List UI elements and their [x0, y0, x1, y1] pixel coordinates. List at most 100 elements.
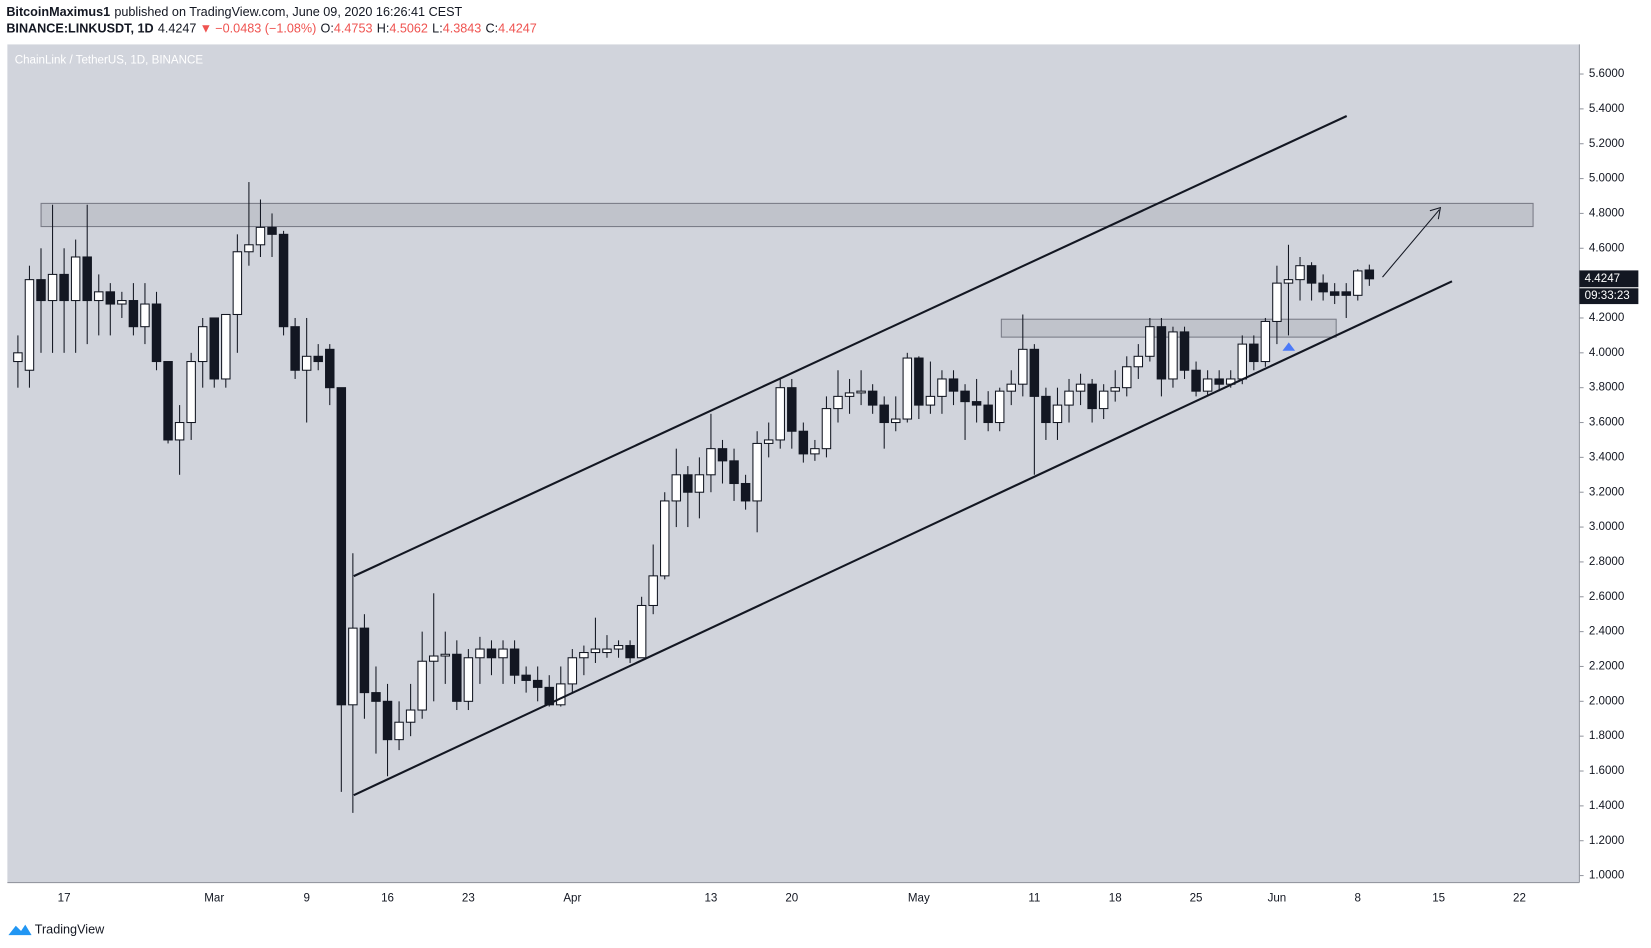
candle-body-down: [1191, 369, 1201, 392]
candle-body-up: [636, 604, 647, 659]
change: −0.0483 (−1.08%): [215, 22, 316, 36]
candle-body-up: [428, 655, 439, 662]
candle-body-up: [1075, 383, 1086, 392]
y-tick-label: 1.2000: [1589, 835, 1624, 847]
y-tick-label: 3.0000: [1589, 521, 1624, 533]
candle-body-down: [82, 256, 92, 302]
candle-body-up: [405, 709, 416, 723]
candle-body-up: [994, 390, 1005, 424]
candle-body-up: [590, 648, 601, 654]
y-tick-label: 3.6000: [1589, 417, 1624, 429]
x-tick-label: 17: [58, 892, 71, 904]
candle-body-up: [463, 657, 474, 702]
y-tick-label: 5.4000: [1589, 103, 1624, 115]
candle-body-down: [267, 226, 277, 235]
candle-body-up: [140, 303, 150, 328]
last-price: 4.4247: [158, 22, 197, 36]
candle-body-down: [486, 648, 497, 659]
y-tick-label: 4.0000: [1589, 347, 1624, 359]
candle-body-up: [925, 395, 936, 406]
last-price-label: 4.4247: [1585, 273, 1620, 285]
x-tick-label: 9: [303, 892, 309, 904]
candle-body-up: [1237, 343, 1248, 380]
close-value: 4.4247: [498, 22, 537, 36]
header-line-2: BINANCE:LINKUSDT, 1D 4.4247 ▼ −0.0483 (−1.0…: [6, 22, 536, 36]
close-label: C:: [486, 22, 499, 36]
y-tick-label: 5.6000: [1589, 68, 1624, 80]
candle-body-down: [509, 648, 520, 676]
candle-body-up: [475, 648, 485, 659]
candle-body-down: [1156, 326, 1167, 380]
candle-body-down: [1341, 291, 1351, 296]
candle-body-up: [567, 657, 578, 685]
plot-background: [7, 44, 1580, 883]
published: published on TradingView.com, June 09, 2…: [114, 5, 462, 19]
candle-body-up: [556, 683, 566, 706]
candle-body-up: [1052, 404, 1063, 424]
candle-body-up: [856, 390, 866, 394]
candle-body-up: [1133, 355, 1144, 368]
candle-body-up: [1260, 320, 1271, 363]
candle-body-down: [128, 300, 139, 328]
y-tick-label: 2.8000: [1589, 556, 1624, 568]
candle-body-down: [59, 273, 69, 302]
down-arrow: ▼: [200, 22, 213, 36]
candle-body-up: [1295, 265, 1305, 281]
candle-body-down: [1029, 348, 1040, 397]
candle-body-down: [983, 404, 993, 424]
candle-body-up: [47, 273, 58, 302]
candle-body-up: [821, 408, 832, 450]
y-tick-label: 2.2000: [1589, 661, 1624, 673]
channel-upper: [353, 115, 1348, 578]
candle-body-up: [602, 648, 612, 654]
candle-body-down: [325, 348, 335, 389]
candle-body-up: [70, 256, 81, 302]
candle-body-down: [1249, 343, 1259, 363]
candle-body-down: [729, 460, 739, 485]
candle-body-up: [752, 442, 762, 502]
candle-body-up: [1353, 270, 1363, 296]
candle-body-up: [255, 226, 266, 246]
candle-body-down: [1087, 383, 1097, 410]
candle-body-down: [521, 674, 531, 681]
candle-body-down: [278, 233, 289, 328]
y-tick-label: 2.0000: [1589, 695, 1624, 707]
candle-body-up: [694, 474, 705, 493]
y-tick-label: 2.4000: [1589, 626, 1624, 638]
candle-body-up: [648, 575, 658, 607]
candle-body-down: [36, 279, 46, 302]
candle-body-up: [937, 378, 947, 397]
open-value: 4.4753: [334, 22, 373, 36]
y-tick-label: 1.6000: [1589, 765, 1624, 777]
candle-body-up: [1145, 326, 1155, 357]
candle-body-up: [197, 326, 208, 363]
arrow-line: [1382, 209, 1440, 278]
candle-body-down: [683, 474, 693, 493]
candle-body-down: [336, 387, 347, 706]
candle-body-up: [1122, 366, 1132, 389]
candle-body-up: [1018, 348, 1028, 385]
candle-body-down: [209, 317, 219, 380]
y-tick-label: 5.2000: [1589, 138, 1624, 150]
candle-body-down: [1306, 265, 1317, 284]
x-tick-label: 15: [1432, 892, 1445, 904]
price-axis: [1579, 44, 1651, 883]
x-tick-label: 8: [1355, 892, 1361, 904]
candle-body-up: [221, 313, 231, 380]
candle-body-up: [301, 355, 312, 371]
candle-body-up: [1283, 279, 1294, 284]
candle-body-down: [948, 378, 959, 392]
x-tick-label: 25: [1190, 892, 1203, 904]
candle-body-down: [313, 355, 323, 363]
candle-body-down: [359, 627, 370, 694]
open-label: O:: [321, 22, 334, 36]
x-tick-label: 13: [704, 892, 717, 904]
candle-body-up: [13, 352, 23, 363]
footer-brand: TradingView: [35, 922, 105, 936]
candle-body-down: [163, 361, 173, 441]
x-tick-label: Mar: [204, 892, 224, 904]
candle-body-down: [105, 291, 116, 305]
candle-body-up: [706, 448, 716, 476]
y-tick-label: 1.4000: [1589, 800, 1624, 812]
candle-body-up: [174, 421, 185, 441]
